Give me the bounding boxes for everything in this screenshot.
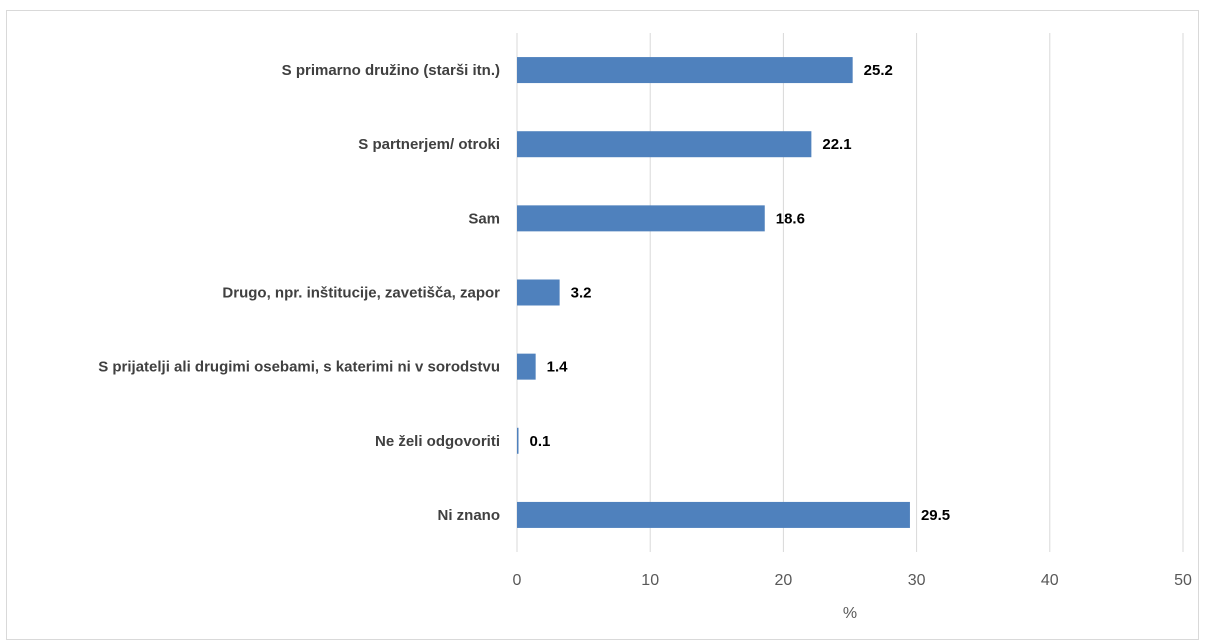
x-tick-label: 30 — [908, 572, 926, 589]
bar — [517, 279, 560, 306]
bar — [517, 427, 519, 454]
data-label: 22.1 — [822, 136, 851, 153]
bar — [517, 131, 812, 158]
data-label: 1.4 — [547, 359, 569, 376]
gridlines — [516, 33, 1184, 552]
data-labels: 25.2 22.1 18.6 3.2 1.4 0.1 29.5 — [530, 62, 951, 524]
x-tick-labels: 0 10 20 30 40 50 — [513, 572, 1192, 589]
category-label: Ne želi odgovoriti — [375, 433, 500, 450]
x-tick-label: 10 — [641, 572, 659, 589]
bar-chart: S primarno družino (starši itn.) S partne… — [98, 33, 1192, 622]
category-label: Drugo, npr. inštitucije, zavetišča, zapo… — [222, 285, 500, 302]
x-tick-label: 40 — [1041, 572, 1059, 589]
x-tick-label: 50 — [1174, 572, 1192, 589]
data-label: 25.2 — [864, 62, 893, 79]
data-label: 0.1 — [530, 433, 551, 450]
bar — [517, 353, 536, 380]
category-label: Sam — [468, 210, 500, 227]
bar — [517, 205, 765, 232]
bars — [517, 57, 910, 528]
bar — [517, 57, 853, 84]
data-label: 18.6 — [776, 210, 805, 227]
x-tick-label: 0 — [513, 572, 522, 589]
data-label: 29.5 — [921, 507, 950, 524]
category-label: S primarno družino (starši itn.) — [282, 62, 500, 79]
category-label: S partnerjem/ otroki — [358, 136, 500, 153]
category-label: Ni znano — [438, 507, 501, 524]
category-labels: S primarno družino (starši itn.) S partne… — [98, 62, 500, 524]
x-axis-title: % — [843, 605, 857, 622]
data-label: 3.2 — [571, 285, 592, 302]
x-tick-label: 20 — [775, 572, 793, 589]
category-label: S prijatelji ali drugimi osebami, s kate… — [98, 359, 500, 376]
bar — [517, 501, 910, 528]
chart-frame: S primarno družino (starši itn.) S partne… — [6, 10, 1199, 640]
